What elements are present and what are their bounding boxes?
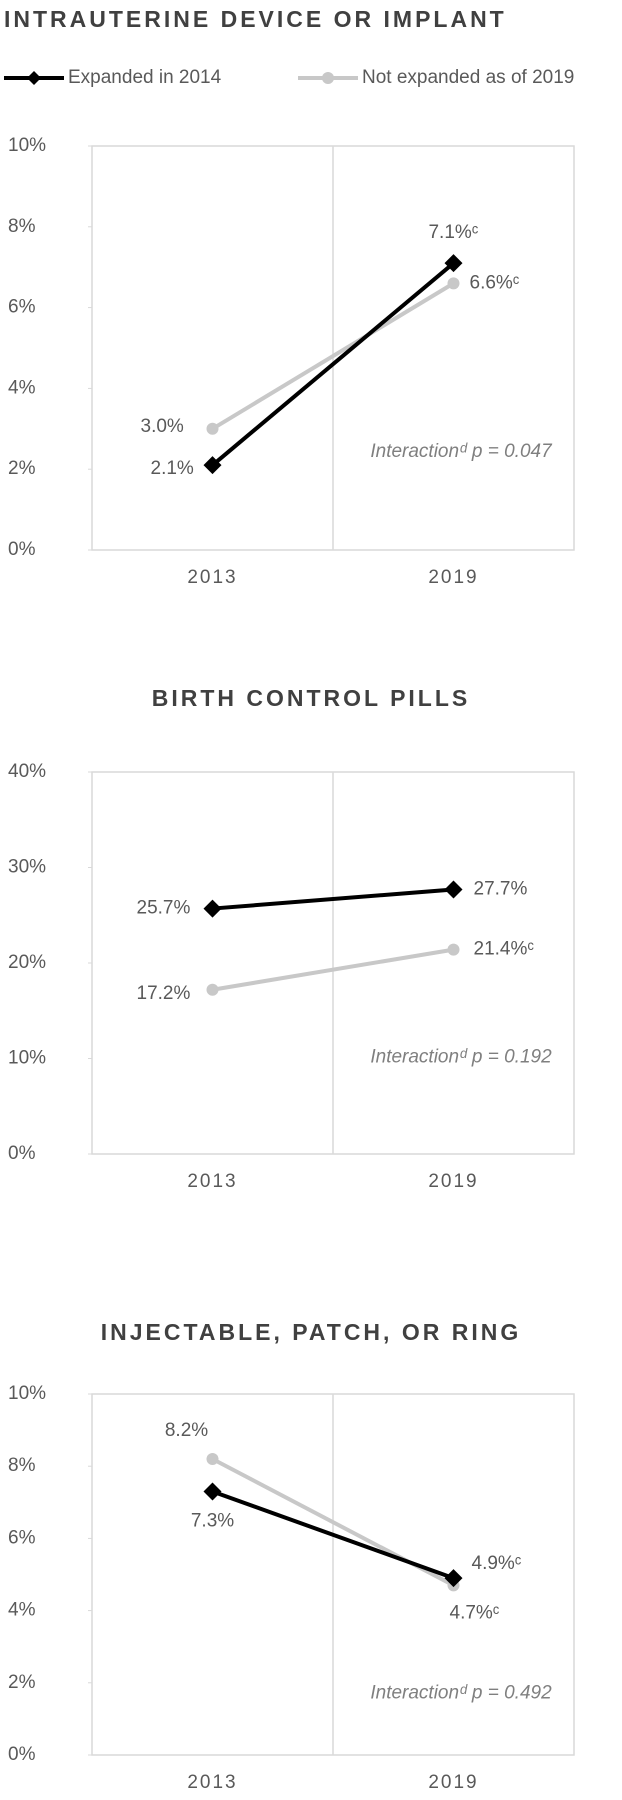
marker [447, 277, 460, 290]
chart-title: INTRAUTERINE DEVICE OR IMPLANT [4, 6, 507, 32]
y-tick-label: 0% [8, 539, 36, 560]
value-label: 17.2% [137, 983, 191, 1004]
chart-title: BIRTH CONTROL PILLS [152, 685, 471, 711]
series-line [212, 887, 454, 911]
annotation: Interactionᵈ p = 0.047 [370, 441, 553, 462]
y-tick-label: 40% [8, 761, 46, 782]
marker [206, 1452, 219, 1465]
y-tick-label: 6% [8, 1527, 36, 1548]
y-tick-label: 4% [8, 377, 36, 398]
x-tick-label: 2013 [187, 567, 237, 588]
value-label: 7.1%ᶜ [428, 222, 478, 243]
y-tick-label: 30% [8, 857, 46, 878]
y-tick-label: 10% [8, 1383, 46, 1404]
annotation: Interactionᵈ p = 0.192 [370, 1046, 552, 1067]
x-tick-label: 2019 [428, 1772, 478, 1793]
series-line [211, 281, 455, 431]
legend-marker [27, 71, 41, 85]
value-label: 7.3% [191, 1510, 234, 1531]
marker [206, 983, 219, 996]
y-tick-label: 2% [8, 1672, 36, 1693]
annotation: Interactionᵈ p = 0.492 [370, 1683, 552, 1704]
legend-label: Expanded in 2014 [68, 67, 222, 88]
x-tick-label: 2019 [428, 567, 478, 588]
value-label: 2.1% [151, 458, 194, 479]
value-label: 8.2% [165, 1420, 208, 1441]
value-label: 27.7% [474, 878, 528, 899]
y-tick-label: 8% [8, 216, 36, 237]
marker [444, 880, 463, 899]
marker [203, 899, 222, 918]
y-tick-label: 0% [8, 1143, 36, 1164]
series-line [212, 947, 454, 992]
marker [444, 254, 463, 273]
x-tick-label: 2013 [187, 1171, 237, 1192]
series-line [211, 1489, 455, 1580]
legend-label: Not expanded as of 2019 [362, 67, 574, 88]
y-tick-label: 10% [8, 135, 46, 156]
x-tick-label: 2013 [187, 1772, 237, 1793]
chart-title: INJECTABLE, PATCH, OR RING [101, 1319, 521, 1345]
y-tick-label: 6% [8, 297, 36, 318]
marker [447, 943, 460, 956]
y-tick-label: 2% [8, 458, 36, 479]
value-label: 3.0% [141, 416, 184, 437]
y-tick-label: 8% [8, 1455, 36, 1476]
value-label: 6.6%ᶜ [470, 272, 520, 293]
value-label: 4.9%ᶜ [472, 1553, 522, 1574]
x-tick-label: 2019 [428, 1171, 478, 1192]
marker [444, 1569, 463, 1588]
y-tick-label: 10% [8, 1048, 46, 1069]
y-tick-label: 0% [8, 1744, 36, 1765]
value-label: 21.4%ᶜ [474, 939, 535, 960]
y-tick-label: 4% [8, 1600, 36, 1621]
y-tick-label: 20% [8, 952, 46, 973]
legend-marker [322, 72, 334, 84]
value-label: 4.7%ᶜ [450, 1602, 500, 1623]
marker [203, 456, 222, 475]
value-label: 25.7% [137, 898, 191, 919]
series-line [211, 261, 455, 467]
marker [203, 1482, 222, 1501]
marker [206, 422, 219, 435]
